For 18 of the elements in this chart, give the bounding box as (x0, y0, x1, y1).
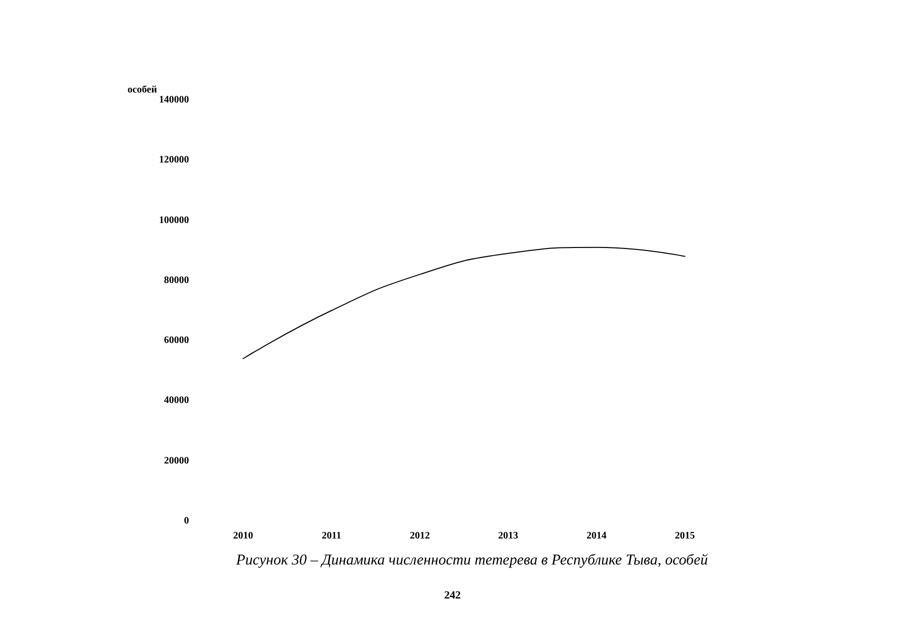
x-tick-label: 2014 (586, 530, 606, 542)
y-axis-title: особей (127, 84, 158, 96)
text: Рисунок 30 – Динамика численности тетерева в Республике Тыва, особей (235, 552, 708, 568)
y-tick-label: 120000 (159, 154, 189, 166)
x-tick-label: 2015 (674, 530, 695, 542)
y-tick-label: 140000 (159, 94, 189, 106)
y-tick-label: 40000 (164, 395, 189, 406)
y-tick-label: 80000 (164, 274, 189, 286)
y-tick-label: 0 (184, 516, 189, 526)
line-series (242, 246, 686, 360)
y-tick-label: 60000 (164, 335, 189, 346)
x-tick-label: 2013 (498, 530, 518, 542)
x-tick-label: 2010 (233, 530, 254, 542)
y-tick-label: 100000 (159, 214, 189, 226)
y-tick-label: 20000 (164, 455, 189, 466)
text: 242 (444, 590, 462, 602)
x-tick-label: 2012 (410, 530, 430, 542)
x-tick-label: 2011 (322, 530, 342, 542)
